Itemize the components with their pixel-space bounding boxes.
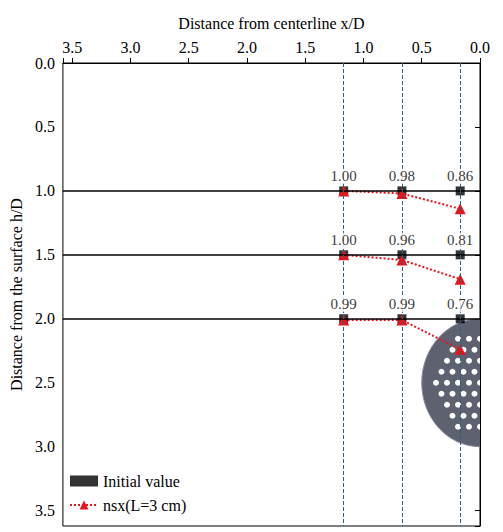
svg-text:Distance from centerline x/D: Distance from centerline x/D	[178, 15, 364, 32]
svg-text:1.5: 1.5	[295, 39, 315, 56]
svg-text:0.5: 0.5	[35, 118, 55, 135]
svg-text:1.0: 1.0	[353, 39, 373, 56]
svg-text:Distance from the surface h/D: Distance from the surface h/D	[8, 198, 25, 391]
svg-text:0.0: 0.0	[35, 55, 55, 72]
svg-text:0.5: 0.5	[412, 39, 432, 56]
svg-text:1.5: 1.5	[35, 246, 55, 263]
svg-text:1.0: 1.0	[35, 182, 55, 199]
svg-text:2.0: 2.0	[237, 39, 257, 56]
svg-text:3.0: 3.0	[35, 438, 55, 455]
svg-text:0.96: 0.96	[389, 232, 416, 248]
svg-text:0.76: 0.76	[447, 296, 474, 312]
svg-text:3.5: 3.5	[62, 39, 82, 56]
svg-text:2.5: 2.5	[35, 374, 55, 391]
svg-text:2.5: 2.5	[179, 39, 199, 56]
svg-text:0.99: 0.99	[331, 296, 357, 312]
svg-text:0.0: 0.0	[470, 39, 490, 56]
svg-text:nsx(L=3 cm): nsx(L=3 cm)	[103, 497, 186, 515]
svg-text:0.86: 0.86	[447, 168, 474, 184]
svg-text:0.81: 0.81	[447, 232, 473, 248]
svg-text:0.99: 0.99	[389, 296, 415, 312]
svg-text:2.0: 2.0	[35, 310, 55, 327]
svg-text:0.98: 0.98	[389, 168, 415, 184]
svg-text:3.0: 3.0	[120, 39, 140, 56]
svg-text:1.00: 1.00	[331, 168, 357, 184]
svg-text:Initial value: Initial value	[103, 473, 180, 490]
svg-text:1.00: 1.00	[331, 232, 357, 248]
svg-text:3.5: 3.5	[35, 502, 55, 519]
